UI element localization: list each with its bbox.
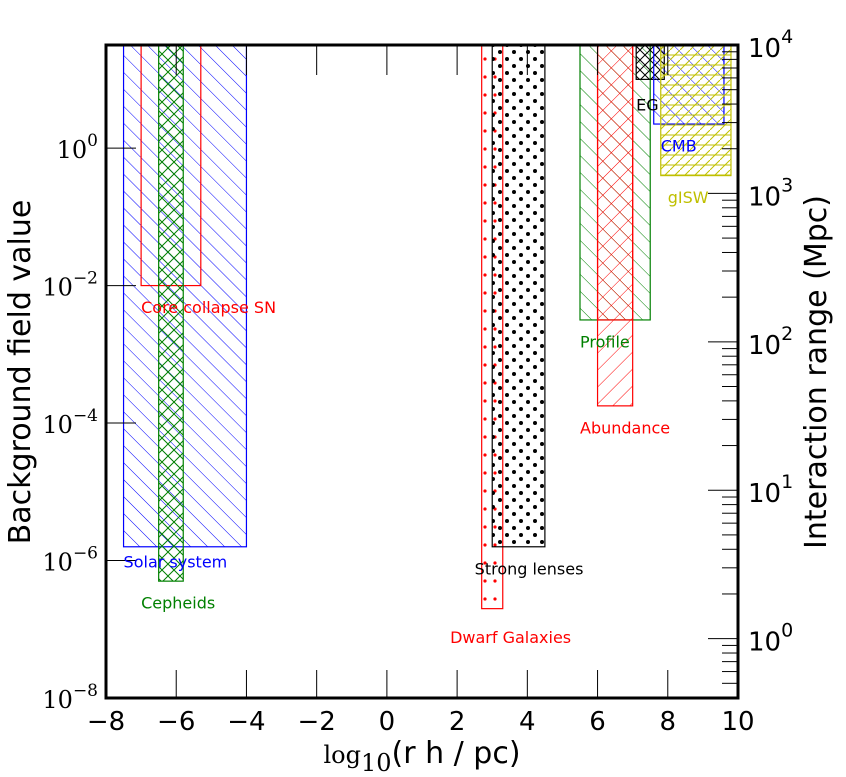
region-label-abundance: Abundance: [580, 418, 670, 437]
region-label-profile: Profile: [580, 332, 630, 351]
y-right-tick-exp: 3: [781, 174, 793, 196]
y-left-tick-base: 10: [42, 411, 73, 439]
y-right-tick-label: 104: [748, 26, 793, 64]
y-right-tick-label: 103: [748, 174, 793, 212]
region-label-eg: EG: [636, 95, 659, 114]
region-strong-lenses: [491, 44, 546, 548]
y-right-tick-exp: 4: [781, 26, 793, 48]
y-right-tick-base: 10: [748, 479, 781, 509]
y-left-tick-exp: −4: [73, 406, 98, 426]
x-tick-label: −6: [157, 707, 195, 737]
x-tick-label: 0: [379, 707, 396, 737]
x-tick-label: 4: [519, 707, 536, 737]
y-left-tick-label: 100: [57, 131, 98, 164]
x-tick-label: 10: [721, 707, 754, 737]
x-axis-title-log: log: [323, 741, 361, 769]
x-tick-label: −4: [227, 707, 265, 737]
region-label-solar-system: Solar system: [124, 552, 228, 571]
y-right-tick-label: 101: [748, 471, 793, 509]
y-left-tick-base: 10: [42, 274, 73, 302]
plot-frame: [104, 43, 740, 700]
x-tick-label: −2: [298, 707, 336, 737]
region-labels: Solar system Core collapse SN Cepheids Dwar…: [124, 95, 709, 647]
region-label-dwarf-galaxies: Dwarf Galaxies: [450, 628, 571, 647]
y-right-tick-base: 10: [748, 331, 781, 361]
region-abundance-overlap: [596, 44, 634, 321]
y-right-tick-exp: 1: [781, 471, 793, 493]
x-tick-label: 6: [589, 707, 606, 737]
region-label-gisw: gISW: [668, 188, 709, 207]
y-left-tick-label: 10−8: [42, 681, 98, 714]
y-right-tick-base: 10: [748, 182, 781, 212]
y-right-tick-exp: 0: [781, 620, 793, 642]
region-solar-system: [122, 44, 248, 548]
y-right-tick-label: 102: [748, 323, 793, 361]
y-right-axis-title: Interaction range (Mpc): [799, 195, 834, 549]
region-label-cepheids: Cepheids: [141, 594, 215, 613]
x-tick-label: −8: [87, 707, 125, 737]
y-right-tick-label: 100: [748, 620, 793, 658]
y-left-tick-exp: −2: [73, 269, 98, 289]
x-axis-title-text: (r h / pc): [392, 736, 521, 771]
region-gisw: [660, 44, 732, 177]
y-left-tick-base: 10: [42, 686, 73, 714]
x-tick-label: 2: [449, 707, 466, 737]
y-left-tick-base: 10: [42, 549, 73, 577]
x-tick-label: 8: [660, 707, 677, 737]
x-axis-title: log10(r h / pc): [323, 736, 520, 777]
y-right-tick-base: 10: [748, 628, 781, 658]
y-right-tick-exp: 2: [781, 323, 793, 345]
region-label-cmb: CMB: [661, 137, 697, 156]
y-right-tick-base: 10: [748, 34, 781, 64]
y-left-tick-label: 10−2: [42, 269, 98, 302]
y-left-tick-exp: −6: [73, 544, 98, 564]
regions: [122, 44, 732, 610]
region-label-strong-lenses: Strong lenses: [475, 559, 584, 578]
region-label-core-collapse-sn: Core collapse SN: [141, 298, 276, 317]
x-tick-labels: −8 −6 −4 −2 0 2 4 6 8 10: [87, 707, 755, 737]
y-left-tick-label: 10−6: [42, 544, 98, 577]
y-left-tick-exp: −8: [73, 681, 98, 701]
y-left-tick-exp: 0: [87, 131, 98, 151]
y-left-tick-label: 10−4: [42, 406, 98, 439]
y-left-axis-title: Background field value: [3, 200, 38, 545]
y-left-tick-base: 10: [57, 136, 88, 164]
x-axis-title-sub: 10: [361, 749, 392, 777]
